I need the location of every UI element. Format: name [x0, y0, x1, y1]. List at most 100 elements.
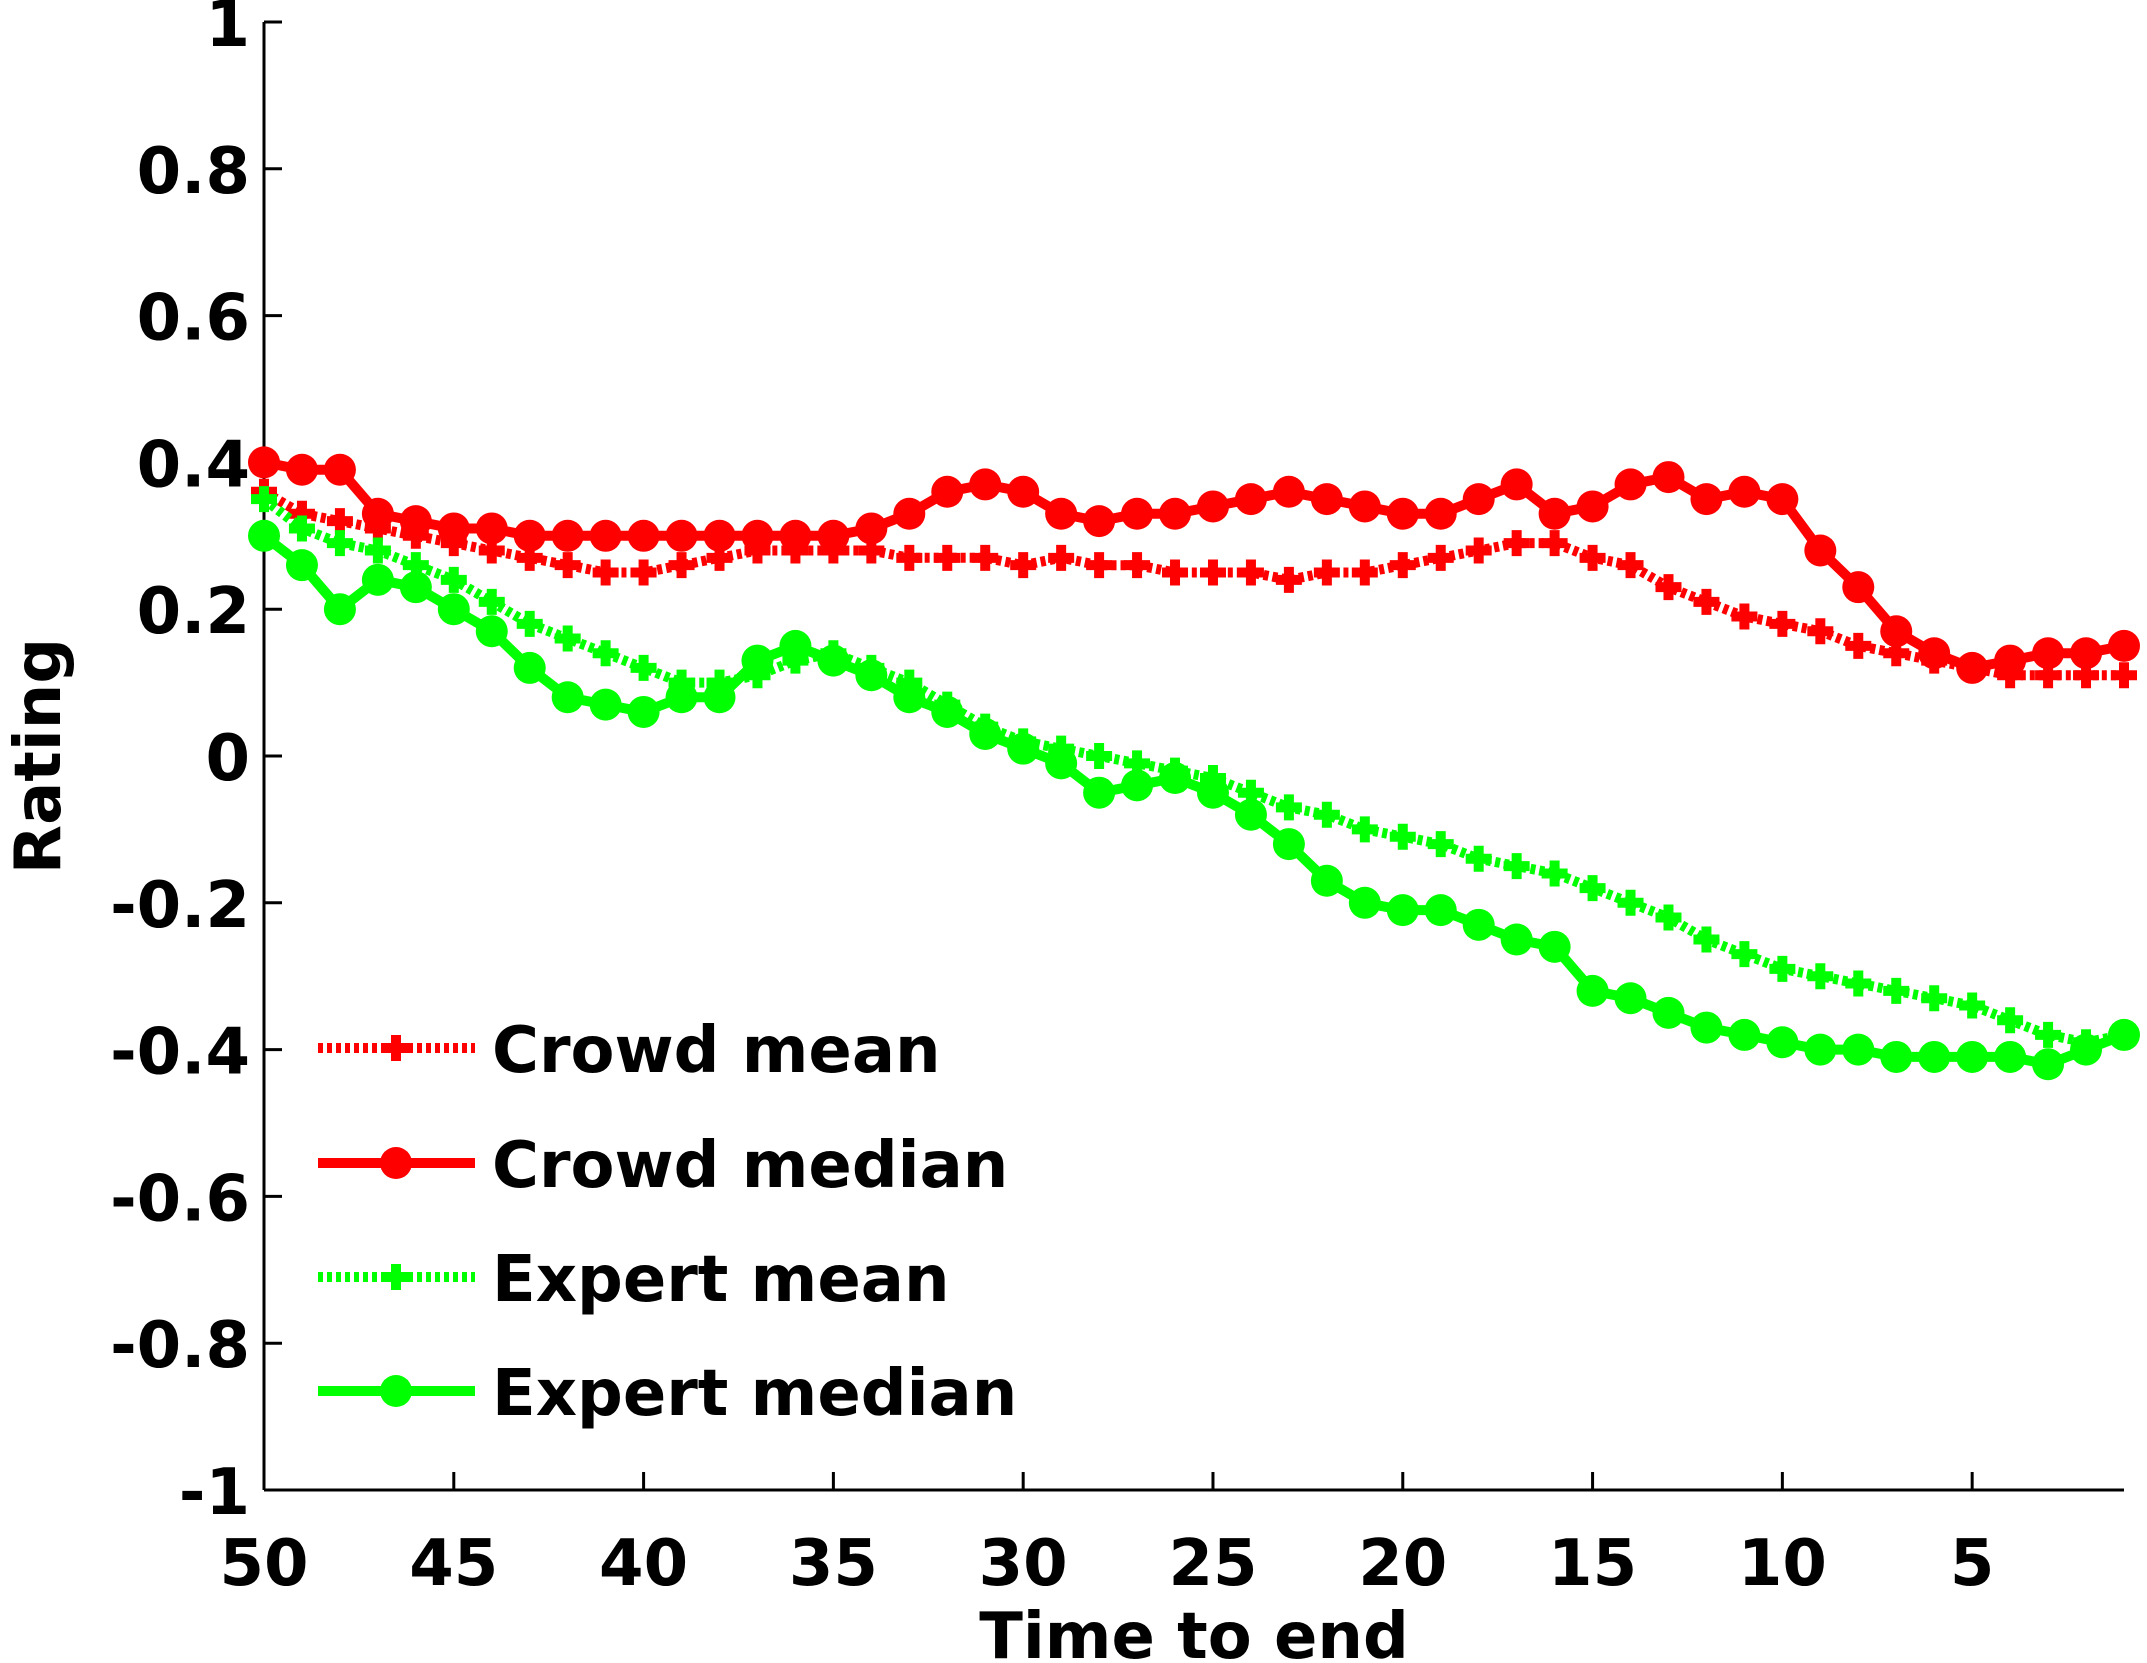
data-point-crowd-median	[741, 519, 774, 552]
data-point-expert-mean	[1845, 970, 1872, 997]
data-point-expert-mean	[1769, 955, 1796, 982]
y-axis-label: Rating	[2, 638, 76, 874]
data-point-expert-median	[779, 629, 812, 662]
data-point-crowd-median	[1045, 497, 1078, 530]
data-point-crowd-mean	[1351, 559, 1378, 586]
data-point-crowd-mean	[1465, 537, 1492, 564]
y-tick-label: -1	[179, 1456, 250, 1530]
x-tick-label: 45	[409, 1527, 498, 1601]
data-point-crowd-median	[1500, 468, 1533, 501]
data-point-crowd-mean	[1086, 552, 1113, 579]
data-point-expert-median	[285, 549, 318, 582]
data-point-crowd-median	[361, 497, 394, 530]
data-point-expert-median	[1272, 828, 1305, 861]
data-point-expert-median	[248, 519, 280, 552]
data-point-crowd-median	[2108, 629, 2140, 662]
data-point-crowd-mean	[668, 552, 695, 579]
x-tick-label: 25	[1168, 1527, 1257, 1601]
data-point-expert-median	[1462, 908, 1495, 941]
legend-item-expert-mean: Expert mean	[318, 1243, 950, 1317]
data-point-expert-median	[1424, 894, 1457, 927]
x-tick-label: 35	[789, 1527, 878, 1601]
data-point-expert-mean	[478, 588, 505, 615]
data-point-crowd-median	[1272, 475, 1305, 508]
data-point-crowd-mean	[1237, 559, 1264, 586]
data-point-expert-median	[475, 615, 508, 648]
x-tick-label: 5	[1950, 1527, 1995, 1601]
data-point-expert-median	[1159, 762, 1192, 795]
y-tick-label: -0.6	[110, 1162, 250, 1236]
data-point-expert-median	[1728, 1018, 1761, 1051]
legend-marker-expert-mean	[383, 1264, 409, 1290]
data-point-expert-mean	[1655, 904, 1682, 931]
x-tick-label: 50	[219, 1527, 308, 1601]
data-point-expert-mean	[1807, 963, 1834, 990]
data-point-expert-median	[361, 563, 394, 596]
data-point-crowd-mean	[1275, 566, 1302, 593]
data-point-crowd-median	[931, 475, 964, 508]
legend-item-expert-median: Expert median	[318, 1357, 1017, 1431]
data-point-crowd-mean	[554, 552, 581, 579]
data-point-crowd-median	[1880, 615, 1913, 648]
data-point-expert-median	[1500, 923, 1533, 956]
data-point-expert-median	[817, 644, 850, 677]
data-point-expert-mean	[1579, 875, 1606, 902]
data-point-crowd-median	[779, 519, 812, 552]
data-point-expert-mean	[1427, 831, 1454, 858]
data-point-crowd-median	[513, 519, 546, 552]
data-point-expert-median	[323, 593, 356, 626]
data-point-expert-median	[969, 717, 1002, 750]
data-point-crowd-median	[589, 519, 622, 552]
data-point-crowd-mean	[1617, 552, 1644, 579]
data-point-expert-median	[665, 681, 698, 714]
legend-item-crowd-median: Crowd median	[318, 1129, 1008, 1203]
data-point-crowd-median	[665, 519, 698, 552]
data-point-crowd-mean	[1579, 544, 1606, 571]
data-point-expert-mean	[288, 515, 315, 542]
data-point-crowd-median	[1538, 497, 1571, 530]
data-point-crowd-median	[1766, 483, 1799, 516]
data-point-crowd-mean	[630, 559, 657, 586]
data-point-expert-mean	[1086, 743, 1113, 769]
x-tick-label: 20	[1358, 1527, 1447, 1601]
data-point-crowd-median	[1652, 461, 1685, 494]
data-point-crowd-median	[2032, 637, 2065, 670]
data-point-crowd-mean	[592, 559, 619, 586]
data-point-crowd-mean	[1389, 552, 1416, 579]
y-tick-label: 0.6	[137, 282, 250, 356]
series-layer	[248, 446, 2140, 1081]
data-point-expert-median	[1576, 974, 1609, 1007]
data-point-crowd-mean	[1541, 530, 1568, 557]
data-point-crowd-median	[893, 497, 926, 530]
data-point-crowd-mean	[1199, 559, 1226, 586]
data-point-crowd-median	[627, 519, 660, 552]
data-point-crowd-mean	[896, 544, 923, 571]
y-tick-label: 0	[205, 722, 250, 796]
data-point-crowd-mean	[2111, 662, 2137, 689]
data-point-expert-mean	[1693, 926, 1720, 953]
y-tick-label: 0.2	[137, 575, 250, 649]
data-point-expert-median	[1918, 1040, 1951, 1073]
data-point-expert-median	[2032, 1048, 2065, 1081]
data-point-expert-median	[1614, 982, 1647, 1015]
data-point-expert-median	[1690, 1011, 1723, 1044]
data-point-crowd-median	[969, 468, 1002, 501]
data-point-crowd-mean	[1162, 559, 1189, 586]
data-point-crowd-median	[248, 446, 280, 479]
data-point-expert-median	[1045, 747, 1078, 780]
data-point-expert-median	[1007, 732, 1040, 765]
data-point-expert-mean	[1921, 985, 1948, 1012]
data-point-expert-mean	[1883, 977, 1910, 1004]
data-point-expert-mean	[440, 566, 467, 593]
data-point-crowd-median	[1159, 497, 1192, 530]
data-point-expert-mean	[1731, 941, 1758, 968]
data-point-crowd-mean	[1048, 544, 1075, 571]
data-point-crowd-mean	[1769, 610, 1796, 637]
legend-label-crowd-median: Crowd median	[492, 1129, 1008, 1203]
data-point-expert-median	[1348, 886, 1381, 919]
data-point-crowd-median	[1690, 483, 1723, 516]
data-point-expert-mean	[630, 654, 657, 681]
data-point-expert-median	[1766, 1026, 1799, 1059]
data-point-crowd-median	[475, 512, 508, 545]
